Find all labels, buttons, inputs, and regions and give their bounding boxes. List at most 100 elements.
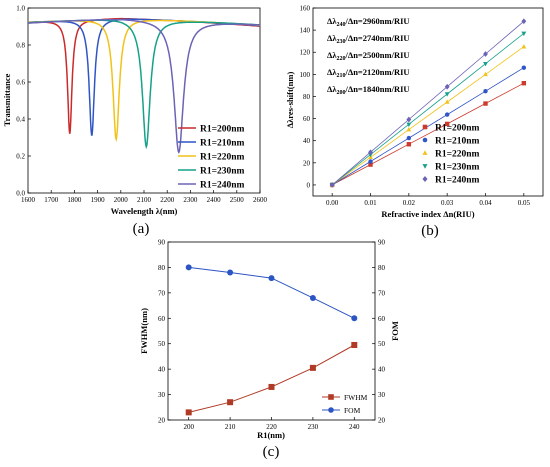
panel-c-series <box>185 264 358 416</box>
panel-b-y-ticks: 0 20 40 60 80 100 120 140 160 <box>300 5 316 189</box>
panel-b-sensitivity-label: Δλ240/Δn=2960nm/RIU <box>327 16 410 28</box>
panel-b-point <box>521 18 527 25</box>
panel-b-label: (b) <box>421 223 439 239</box>
panel-a-ytick-label: 0.4 <box>16 116 25 124</box>
panel-b-fit-line-3 <box>331 46 525 186</box>
panel-b-point <box>521 81 527 86</box>
panel-b-point <box>444 99 450 104</box>
panel-b-xlabel: Refractive index Δn(RIU) <box>381 209 474 219</box>
panel-a-curves <box>27 17 261 154</box>
panel-c-ytick-left-label: 90 <box>158 239 166 247</box>
panel-c-point-fom <box>268 275 275 282</box>
panel-c-ytick-right-label: 20 <box>378 417 386 425</box>
panel-c-ytick-right-label: 50 <box>378 340 386 348</box>
panel-b-legend-label: R1=200nm <box>435 124 480 134</box>
panel-a-legend-label: R1=210nm <box>200 139 245 149</box>
panel-b-ytick-label: 140 <box>300 27 311 35</box>
panel-c-ytick-left-label: 20 <box>158 417 166 425</box>
panel-c-ytick-right-label: 80 <box>378 264 386 272</box>
panel-a-ytick-label: 0.0 <box>16 190 25 198</box>
panel-c-xtick-label: 240 <box>349 423 360 431</box>
panel-b-point <box>444 121 450 127</box>
panel-b-legend: R1=200nm R1=210nm R1=220nm R1=230nm R1=240nm <box>422 124 480 186</box>
panel-a-curve-5 <box>27 18 260 154</box>
panel-c-x-ticks: 200 210 220 230 240 <box>183 417 360 431</box>
panel-b-legend-marker <box>422 137 428 143</box>
panel-b-legend-label: R1=220nm <box>435 150 480 160</box>
panel-b-x-ticks: 0.00 0.01 0.02 0.03 0.04 0.05 <box>326 193 530 207</box>
panel-b-sensitivity-label: Δλ210/Δn=2120nm/RIU <box>327 67 410 79</box>
panel-c-xtick-label: 230 <box>308 423 319 431</box>
panel-b-ytick-label: 120 <box>300 49 311 57</box>
panel-a-xtick-label: 2200 <box>160 196 175 204</box>
panel-c: 200 210 220 230 240 20 30 40 50 60 70 80 90 20 30 40 5… <box>139 239 400 461</box>
panel-a-ytick-label: 0.6 <box>16 79 25 87</box>
panel-b-legend-marker <box>422 164 428 169</box>
panel-b-point <box>483 51 488 57</box>
panel-b-legend-marker <box>422 176 428 182</box>
panel-c-ylabel-left: FWHM(nm) <box>139 308 149 354</box>
panel-c-legend-label: FWHM <box>344 393 368 402</box>
panel-b-point <box>521 65 527 70</box>
panel-a-label: (a) <box>133 221 150 237</box>
panel-c-point-fwhm <box>227 399 234 406</box>
panel-b-legend-marker <box>422 150 428 155</box>
panel-b-xtick-label: 0.04 <box>479 199 492 207</box>
panel-b-ytick-label: 100 <box>300 71 311 79</box>
panel-c-ytick-left-label: 80 <box>158 264 166 272</box>
panel-b-point <box>406 135 412 141</box>
panel-c-ytick-right-label: 40 <box>378 366 386 374</box>
panel-b-point <box>368 162 373 167</box>
panel-c-label: (c) <box>263 444 280 460</box>
panel-c-ytick-right-label: 30 <box>378 391 386 399</box>
panel-c-ytick-right-label: 70 <box>378 289 386 297</box>
panel-a-xtick-label: 1700 <box>44 196 59 204</box>
panel-b-xtick-label: 0.00 <box>326 199 339 207</box>
panel-b-sensitivity-label: Δλ200/Δn=1840nm/RIU <box>327 84 410 96</box>
panel-c-point-fwhm <box>351 341 358 348</box>
panel-a-ytick-label: 0.8 <box>16 42 25 50</box>
panel-b-frame <box>312 7 544 197</box>
panel-a-xtick-label: 1800 <box>67 196 82 204</box>
panel-b-point <box>483 71 488 77</box>
panel-b-point <box>406 122 412 127</box>
panel-c-point-fom <box>185 264 192 271</box>
panel-c-xtick-label: 200 <box>183 423 194 431</box>
panel-b-point <box>368 149 373 156</box>
panel-b-point <box>368 152 373 158</box>
panel-c-point-fwhm <box>309 364 316 371</box>
panel-b-fit-line-4 <box>331 33 525 186</box>
panel-b-ytick-label: 160 <box>300 5 311 13</box>
panel-b-fit-line-1 <box>332 82 524 186</box>
panel-c-point-fwhm <box>268 383 275 390</box>
panel-a-xtick-label: 2000 <box>114 196 129 204</box>
panel-b-xtick-label: 0.03 <box>441 199 454 207</box>
panel-c-line-fom <box>188 266 355 319</box>
panel-c-ytick-left-label: 30 <box>158 391 166 399</box>
panel-a-ylabel: Transmittance <box>2 73 12 126</box>
panel-b-point <box>368 159 373 164</box>
panel-b-sensitivity-label: Δλ230/Δn=2740nm/RIU <box>327 33 410 45</box>
panel-c-ytick-right-label: 60 <box>378 315 386 323</box>
panel-b-point <box>483 61 488 67</box>
panel-b-legend-label: R1=230nm <box>435 163 480 173</box>
panel-c-legend-label: FOM <box>344 406 361 415</box>
panel-b-xtick-label: 0.05 <box>518 199 531 207</box>
panel-b-ytick-label: 0 <box>307 181 311 189</box>
panel-a: 1600 1700 1800 1900 2000 2100 2200 2300 2400 2500… <box>2 5 268 238</box>
panel-a-xtick-label: 1600 <box>21 196 36 204</box>
panel-c-ytick-left-label: 60 <box>158 315 166 323</box>
panel-b-ytick-label: 60 <box>303 115 311 123</box>
panel-b-point <box>406 116 412 123</box>
panel-c-point-fom <box>309 294 316 301</box>
panel-c-ytick-left-label: 50 <box>158 340 166 348</box>
panel-c-line-fwhm <box>188 344 355 413</box>
panel-b-xtick-label: 0.01 <box>364 199 377 207</box>
panel-b-sensitivity-label: Δλ220/Δn=2500nm/RIU <box>327 50 410 62</box>
panel-b-ylabel: Δλres-shift(nm) <box>285 72 295 129</box>
panel-c-legend-marker <box>328 394 334 400</box>
panel-a-ytick-label: 0.2 <box>16 153 25 161</box>
panel-c-y-right-ticks: 20 30 40 50 60 70 80 90 <box>372 239 386 425</box>
panel-a-xtick-label: 2500 <box>230 196 245 204</box>
